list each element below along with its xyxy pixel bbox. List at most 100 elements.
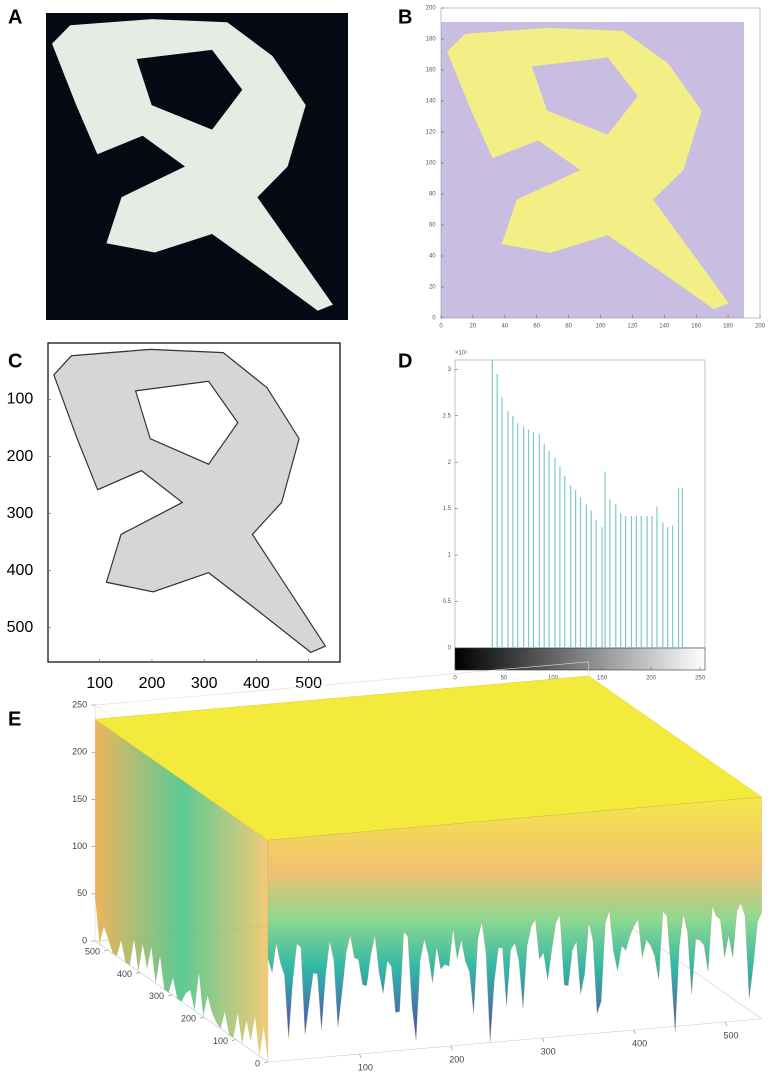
x-tick-label: 100 xyxy=(595,324,606,330)
bar xyxy=(559,466,561,648)
y-tick xyxy=(231,1039,237,1041)
y-tick-label: 1.5 xyxy=(443,506,452,512)
x-tick-label: 200 xyxy=(139,675,166,692)
x-tick xyxy=(724,1021,728,1027)
z-tick-label: 150 xyxy=(72,794,87,804)
bar xyxy=(662,522,664,648)
bar xyxy=(543,443,545,648)
bar xyxy=(677,488,680,648)
x-tick-label: 300 xyxy=(191,675,218,692)
bar xyxy=(595,519,597,648)
bar xyxy=(667,527,669,648)
x-tick-label: 80 xyxy=(565,324,572,330)
panel-label: E xyxy=(8,708,21,730)
surface-left xyxy=(95,719,268,1062)
y-tick xyxy=(135,972,141,974)
bar xyxy=(532,432,535,648)
z-tick-label: 250 xyxy=(72,699,87,709)
x-tick-label: 150 xyxy=(597,676,608,682)
bar xyxy=(527,429,530,648)
bar xyxy=(501,397,503,648)
bar xyxy=(620,513,622,648)
y-tick-label: 100 xyxy=(426,161,437,167)
y-tick-label: 0 xyxy=(255,1058,260,1068)
bar xyxy=(672,525,674,648)
bar xyxy=(630,516,633,648)
x-tick-label: 50 xyxy=(501,676,508,682)
y-tick-label: 60 xyxy=(429,223,436,229)
y-tick-label: 120 xyxy=(426,130,437,136)
x-tick-label: 120 xyxy=(627,324,638,330)
x-tick-label: 400 xyxy=(632,1038,647,1048)
z-tick-label: 50 xyxy=(77,888,87,898)
bar xyxy=(512,415,514,648)
panel-label: A xyxy=(8,6,22,28)
y-tick xyxy=(103,949,109,952)
bar xyxy=(640,516,642,648)
y-tick-label: 0 xyxy=(448,646,452,652)
y-tick-label: 180 xyxy=(426,37,437,43)
y-tick-label: 80 xyxy=(429,192,436,198)
x-tick-label: 300 xyxy=(541,1046,556,1056)
x-tick-label: 100 xyxy=(548,676,559,682)
bar xyxy=(507,411,509,648)
x-tick-label: 200 xyxy=(646,676,657,682)
x-tick-label: 400 xyxy=(243,675,270,692)
x-tick-label: 180 xyxy=(723,324,734,330)
panel-label: D xyxy=(398,350,412,372)
bar xyxy=(564,476,566,648)
bar xyxy=(646,516,648,648)
bar xyxy=(590,510,592,648)
x-tick xyxy=(450,1045,454,1051)
panel-label: B xyxy=(398,6,412,28)
bar xyxy=(554,457,556,648)
panel-label: C xyxy=(8,350,22,372)
bar xyxy=(491,360,493,648)
y-tick-label: 100 xyxy=(213,1036,228,1046)
bar xyxy=(681,488,684,648)
bar xyxy=(604,471,606,648)
bar xyxy=(523,426,525,648)
y-tick xyxy=(263,1061,269,1064)
x-tick-label: 100 xyxy=(86,675,113,692)
z-tick-label: 100 xyxy=(72,841,87,851)
colorbar xyxy=(454,647,706,671)
x-tick-label: 500 xyxy=(723,1030,738,1040)
bar xyxy=(538,434,540,648)
y-tick-label: 400 xyxy=(117,969,132,979)
y-tick-label: 2 xyxy=(448,460,452,466)
bar xyxy=(609,499,611,648)
y-tick-label: 1 xyxy=(448,553,452,559)
bar xyxy=(496,373,498,648)
y-tick-label: 3 xyxy=(448,367,452,373)
bar xyxy=(574,490,577,648)
bar xyxy=(601,527,603,648)
x-tick xyxy=(633,1029,636,1035)
z-tick-label: 200 xyxy=(72,747,87,757)
x-tick-label: 40 xyxy=(501,324,508,330)
y-tick-label: 40 xyxy=(429,254,436,260)
y-multiplier: ×10⁴ xyxy=(455,350,468,357)
y-tick-label: 200 xyxy=(426,6,437,12)
y-tick-label: 500 xyxy=(7,619,34,636)
x-tick-label: 250 xyxy=(695,676,706,682)
bar xyxy=(624,516,627,648)
bar xyxy=(656,506,658,648)
y-tick xyxy=(199,1016,205,1019)
y-tick-label: 2.5 xyxy=(443,413,452,419)
y-tick-label: 160 xyxy=(426,68,437,74)
x-tick-label: 200 xyxy=(449,1054,464,1064)
y-tick-label: 300 xyxy=(149,991,164,1001)
y-tick-label: 300 xyxy=(7,505,34,522)
y-tick-label: 0.5 xyxy=(443,599,452,605)
surface-front xyxy=(267,796,762,1042)
bar xyxy=(517,423,519,648)
bar xyxy=(579,497,582,648)
x-tick xyxy=(359,1053,362,1059)
y-tick-label: 0 xyxy=(432,316,436,322)
x-tick xyxy=(541,1037,545,1043)
x-tick-label: 140 xyxy=(659,324,670,330)
bar xyxy=(570,485,572,648)
y-tick-label: 400 xyxy=(7,562,34,579)
x-tick-label: 200 xyxy=(755,324,766,330)
